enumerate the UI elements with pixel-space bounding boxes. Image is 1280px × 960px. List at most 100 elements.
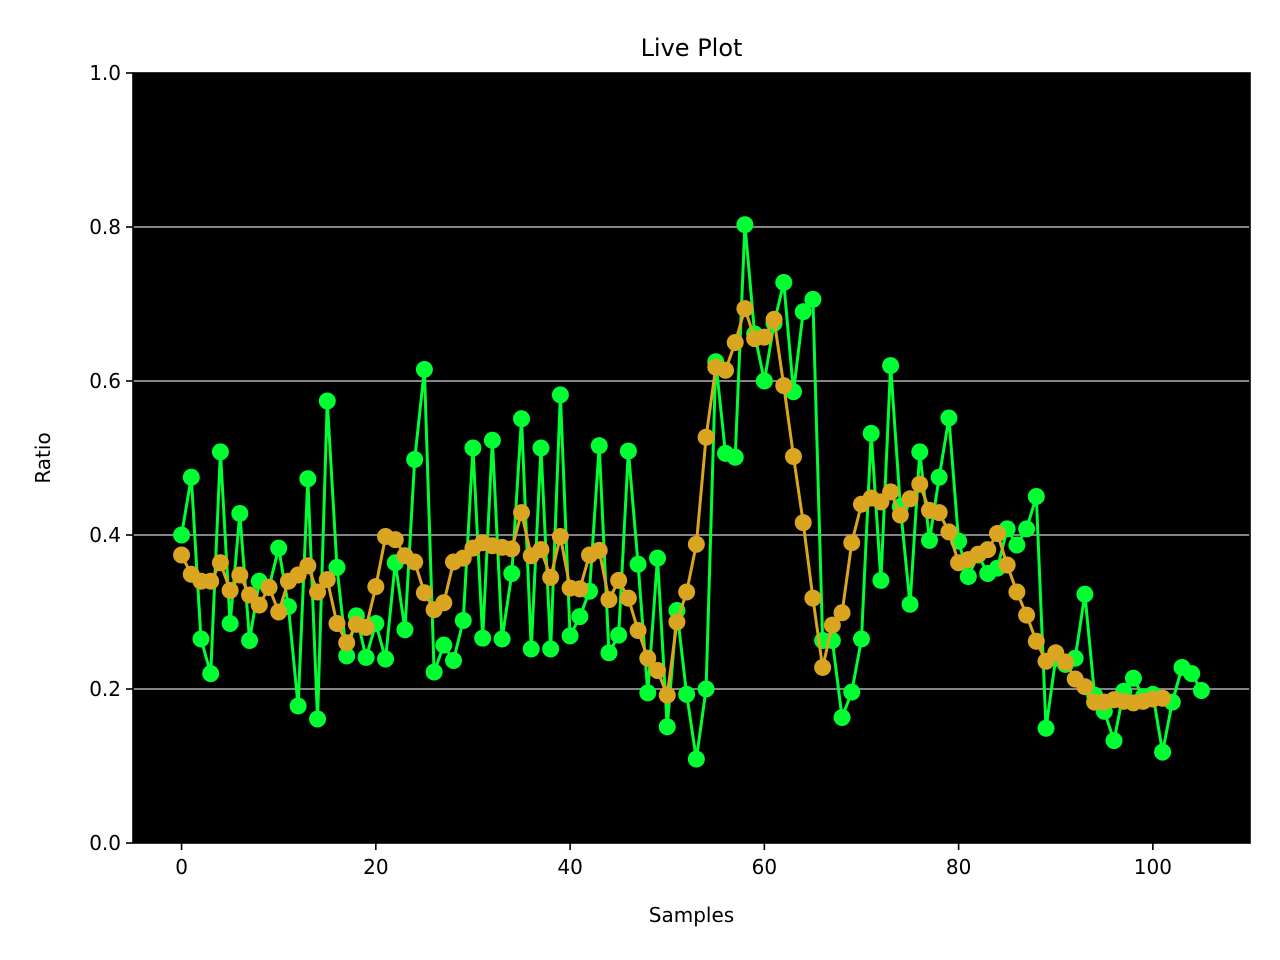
data-point [250,596,268,614]
data-point [551,386,569,404]
data-point [522,640,540,658]
data-point [260,578,278,596]
y-tick-label: 0.6 [89,369,121,393]
y-tick-label: 1.0 [89,61,121,85]
data-point [600,644,618,662]
data-point [192,630,210,648]
data-point [901,595,919,613]
data-point [231,566,249,584]
data-point [911,475,929,493]
data-point [891,506,909,524]
data-point [202,572,220,590]
data-point [940,523,958,541]
data-point [998,556,1016,574]
data-point [979,541,997,559]
data-point [600,591,618,609]
data-point [542,640,560,658]
data-point [241,631,259,649]
data-point [406,553,424,571]
data-point [1192,682,1210,700]
data-point [221,581,239,599]
data-point [367,578,385,596]
data-point [804,589,822,607]
data-point [629,555,647,573]
data-point [328,615,346,633]
data-point [1056,653,1074,671]
data-point [1037,719,1055,737]
data-point [765,310,783,328]
data-point [415,584,433,602]
data-point [959,568,977,586]
data-point [571,580,589,598]
data-point [561,627,579,645]
data-point [687,535,705,553]
data-point [658,718,676,736]
data-point [901,490,919,508]
data-point [270,603,288,621]
data-point [590,541,608,559]
data-point [270,539,288,557]
data-point [1154,743,1172,761]
axes [126,72,1251,850]
x-tick-label: 80 [946,855,971,879]
data-point [697,428,715,446]
data-point [833,708,851,726]
data-point [493,630,511,648]
data-point [814,658,832,676]
data-point [823,616,841,634]
data-point [377,650,395,668]
data-point [775,377,793,395]
data-point [435,594,453,612]
y-axis-label: Ratio [31,432,55,483]
data-point [1027,632,1045,650]
data-point [483,431,501,449]
data-point [299,557,317,575]
data-point [872,571,890,589]
data-point [687,750,705,768]
data-point [542,568,560,586]
x-tick-label: 20 [363,855,388,879]
data-point [726,448,744,466]
data-point [173,546,191,564]
data-point [503,565,521,582]
data-point [571,608,589,626]
data-point [309,710,327,728]
data-point [532,541,550,559]
data-point [338,647,356,665]
y-tick-label: 0.4 [89,523,121,547]
data-point [1183,665,1201,683]
data-point [736,216,754,234]
data-point [309,583,327,601]
data-point [619,442,637,460]
data-point [532,439,550,457]
data-point [755,372,773,390]
data-point [852,630,870,648]
x-axis-label: Samples [649,903,734,927]
data-point [639,684,657,702]
data-point [1124,669,1142,687]
data-point [299,470,317,488]
data-point [211,554,229,572]
axes-frame [132,72,1251,844]
data-point [843,534,861,552]
data-point [386,531,404,549]
series-2 [173,300,1172,712]
data-point [930,504,948,522]
data-point [755,328,773,346]
data-point [726,334,744,351]
x-tick-label: 0 [175,855,188,879]
data-point [328,558,346,576]
data-point [474,629,492,647]
data-point [629,621,647,639]
data-point [445,652,463,670]
data-point [513,410,531,428]
data-point [454,611,472,629]
data-point [415,360,433,378]
data-point [425,663,443,681]
data-point [173,526,191,544]
data-point [357,618,375,636]
data-point [610,571,628,589]
data-point [435,636,453,654]
data-point [464,439,482,457]
data-point [649,549,666,567]
